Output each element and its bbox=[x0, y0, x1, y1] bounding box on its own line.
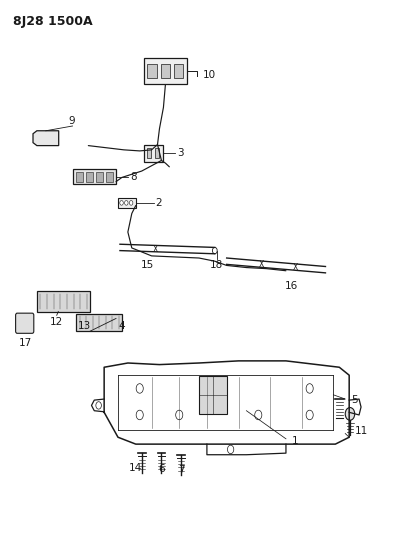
Text: 7: 7 bbox=[178, 465, 185, 475]
Bar bbox=[86, 172, 92, 182]
Circle shape bbox=[227, 445, 234, 454]
Bar bbox=[144, 58, 187, 84]
Bar bbox=[118, 198, 136, 208]
Text: 2: 2 bbox=[156, 198, 162, 208]
Circle shape bbox=[306, 384, 313, 393]
Circle shape bbox=[176, 410, 183, 419]
Text: 8: 8 bbox=[130, 172, 137, 182]
Text: 9: 9 bbox=[68, 116, 74, 126]
Circle shape bbox=[306, 410, 313, 419]
Text: 10: 10 bbox=[203, 70, 216, 79]
Text: X: X bbox=[293, 263, 298, 272]
Text: X: X bbox=[153, 245, 158, 254]
Bar bbox=[161, 64, 170, 78]
Text: 3: 3 bbox=[177, 148, 184, 158]
Circle shape bbox=[136, 384, 143, 393]
Bar bbox=[37, 292, 90, 312]
Circle shape bbox=[120, 200, 123, 205]
Bar bbox=[174, 64, 183, 78]
Circle shape bbox=[125, 200, 128, 205]
Bar bbox=[76, 172, 82, 182]
Text: 14: 14 bbox=[129, 463, 142, 473]
Circle shape bbox=[136, 410, 143, 419]
Text: 17: 17 bbox=[18, 337, 32, 348]
Bar bbox=[147, 149, 151, 158]
Text: 12: 12 bbox=[50, 317, 63, 327]
FancyBboxPatch shape bbox=[16, 313, 34, 333]
Bar bbox=[155, 149, 159, 158]
Text: 8J28 1500A: 8J28 1500A bbox=[13, 14, 93, 28]
Bar bbox=[106, 172, 113, 182]
Circle shape bbox=[96, 402, 101, 409]
Polygon shape bbox=[33, 131, 59, 146]
Circle shape bbox=[213, 247, 217, 254]
Text: 15: 15 bbox=[141, 260, 154, 270]
Circle shape bbox=[255, 410, 262, 419]
Bar bbox=[199, 376, 227, 414]
Bar bbox=[76, 314, 122, 331]
Text: 11: 11 bbox=[355, 426, 369, 436]
Text: 18: 18 bbox=[210, 260, 223, 270]
Bar bbox=[144, 144, 163, 161]
Text: X: X bbox=[259, 260, 264, 269]
Bar bbox=[96, 172, 103, 182]
Circle shape bbox=[129, 200, 133, 205]
Text: 16: 16 bbox=[285, 281, 298, 292]
Circle shape bbox=[345, 408, 355, 420]
Bar bbox=[147, 64, 157, 78]
Text: 4: 4 bbox=[118, 320, 125, 330]
Text: 6: 6 bbox=[158, 464, 165, 474]
Text: 1: 1 bbox=[292, 437, 298, 447]
Text: 13: 13 bbox=[78, 320, 91, 330]
Bar bbox=[72, 169, 116, 184]
Text: 5: 5 bbox=[351, 395, 358, 405]
